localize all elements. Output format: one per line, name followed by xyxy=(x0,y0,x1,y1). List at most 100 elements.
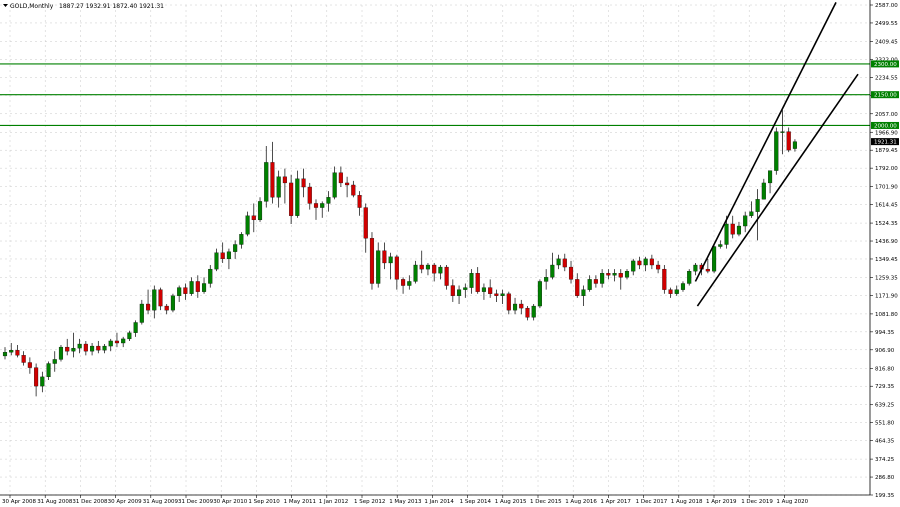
x-tick-label: 31 Aug 2009 xyxy=(143,499,179,505)
candle-bear xyxy=(146,303,151,311)
candle-bull xyxy=(624,271,630,278)
candle-bear xyxy=(282,176,287,184)
candle-bull xyxy=(687,271,692,284)
candle-bull xyxy=(245,215,250,235)
candle-bear xyxy=(662,268,667,290)
candle-bull xyxy=(388,256,393,264)
candle-bear xyxy=(450,285,455,296)
candle-bull xyxy=(780,131,785,133)
candle-bear xyxy=(363,207,368,239)
candle-bull xyxy=(768,170,773,184)
x-tick-label: 30 Apr 2008 xyxy=(2,499,37,505)
candle-bull xyxy=(177,287,182,296)
y-tick-label: 1259.35 xyxy=(875,275,898,281)
y-tick-label: 1614.45 xyxy=(875,203,898,209)
candle-bull xyxy=(631,260,636,272)
candle-bear xyxy=(401,279,406,286)
candle-bear xyxy=(432,264,437,274)
candle-bull xyxy=(469,273,474,288)
candle-bear xyxy=(289,182,294,216)
candle-bull xyxy=(332,172,337,198)
candle-bull xyxy=(612,273,617,276)
time-axis: 30 Apr 2008 31 Aug 2008 31 Dec 2008 30 Apr … xyxy=(2,495,809,505)
candle-bear xyxy=(382,250,387,264)
candles xyxy=(2,110,797,397)
candle-bull xyxy=(413,264,418,282)
candle-bull xyxy=(295,178,300,216)
candle-bear xyxy=(345,182,350,186)
y-tick-label: 286.80 xyxy=(875,475,895,481)
x-tick-label: 31 Dec 2008 xyxy=(72,499,108,505)
candle-bull xyxy=(9,350,14,353)
candle-bull xyxy=(680,283,686,290)
y-tick-label: 1081.80 xyxy=(875,312,898,318)
candle-bull xyxy=(208,268,213,284)
trend-line[interactable] xyxy=(696,73,859,307)
candle-bull xyxy=(214,252,219,270)
candle-bear xyxy=(301,178,306,188)
trend-line[interactable] xyxy=(694,1,837,282)
y-tick-label: 2234.55 xyxy=(875,75,898,81)
candle-bear xyxy=(195,281,200,292)
candle-bull xyxy=(749,211,754,216)
candle-bear xyxy=(637,260,642,266)
x-tick-label: 1 Sep 2014 xyxy=(460,499,492,505)
candle-bear xyxy=(656,264,661,270)
y-tick-label: 1792.00 xyxy=(875,166,898,172)
candle-bear xyxy=(575,279,580,296)
x-tick-label: 1 Dec 2019 xyxy=(741,499,773,505)
y-tick-label: 639.25 xyxy=(875,403,895,409)
candle-bull xyxy=(264,162,269,202)
candle-bear xyxy=(96,345,101,351)
candle-bear xyxy=(307,186,312,204)
candle-bull xyxy=(133,322,138,333)
y-tick-label: 1171.90 xyxy=(875,293,898,299)
x-tick-label: 1 Apr 2019 xyxy=(706,499,737,505)
candle-bull xyxy=(556,258,561,266)
candle-bear xyxy=(114,340,120,344)
candle-bull xyxy=(58,346,64,360)
candle-bear xyxy=(705,268,710,272)
symbol-label: GOLD,Monthly xyxy=(10,3,54,10)
candle-bear xyxy=(730,223,735,235)
candle-bear xyxy=(568,266,574,280)
candle-bear xyxy=(786,131,791,151)
level-label: 2150.00 xyxy=(874,93,897,99)
horizontal-levels[interactable] xyxy=(0,63,870,127)
level-label: 2300.00 xyxy=(874,62,897,68)
candle-bull xyxy=(320,203,325,208)
candle-bull xyxy=(712,246,717,272)
candle-bull xyxy=(2,352,8,357)
candle-bull xyxy=(102,345,107,351)
candle-bear xyxy=(313,203,319,208)
level-label-box xyxy=(871,91,899,99)
candle-bull xyxy=(233,244,238,252)
candle-bull xyxy=(550,264,555,278)
candle-bear xyxy=(158,289,163,307)
y-tick-label: 816.80 xyxy=(875,366,895,372)
dropdown-triangle-icon[interactable] xyxy=(3,4,8,7)
x-tick-label: 31 Aug 2008 xyxy=(37,499,73,505)
candle-bull xyxy=(121,338,126,344)
candle-bull xyxy=(276,176,281,198)
candle-bear xyxy=(494,293,499,296)
candle-bear xyxy=(357,195,362,208)
level-label: 2000.00 xyxy=(874,123,897,129)
x-tick-label: 1 Aug 2015 xyxy=(495,499,527,505)
candle-bear xyxy=(338,172,343,184)
candle-bull xyxy=(170,295,175,311)
candle-bear xyxy=(164,305,169,311)
x-tick-label: 1 Aug 2020 xyxy=(776,499,808,505)
x-tick-label: 1 Aug 2016 xyxy=(565,499,597,505)
candle-bull xyxy=(463,287,468,290)
candle-bear xyxy=(444,266,449,286)
x-tick-label: 1 Aug 2018 xyxy=(671,499,703,505)
candle-bear xyxy=(606,273,611,276)
candle-bear xyxy=(618,273,623,278)
x-tick-label: 30 Apr 2009 xyxy=(108,499,143,505)
y-tick-label: 551.80 xyxy=(875,421,895,427)
x-tick-label: 1 May 2013 xyxy=(389,499,422,505)
trend-lines[interactable] xyxy=(694,1,859,307)
y-tick-label: 994.35 xyxy=(875,330,895,336)
